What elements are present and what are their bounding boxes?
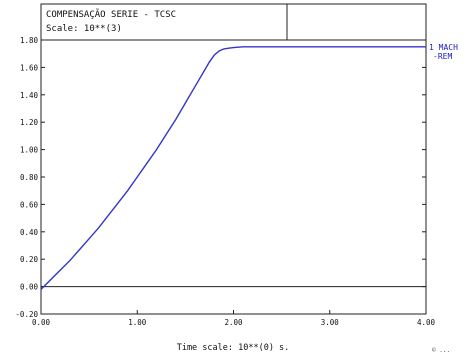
y-tick-label: 1.40: [20, 91, 39, 100]
y-tick-label: 0.80: [20, 173, 39, 182]
y-tick-label: 1.00: [20, 146, 39, 155]
series-line: [40, 46, 426, 290]
x-axis-label: Time scale: 10**(0) s.: [177, 343, 290, 353]
y-tick-label: -0.20: [15, 310, 38, 319]
x-tick-label: 4.00: [417, 318, 436, 327]
series-group: [40, 46, 426, 290]
legend-line-2: -REM: [433, 52, 452, 61]
chart-title: COMPENSAÇÃO SERIE - TCSC: [46, 9, 176, 20]
footer-mark: © ...: [432, 347, 450, 354]
y-tick-label: 1.20: [20, 118, 39, 127]
y-tick-label: 1.80: [20, 36, 39, 45]
x-tick-label: 1.00: [128, 318, 147, 327]
x-tick-label: 0.00: [32, 318, 51, 327]
y-tick-label: 0.60: [20, 200, 39, 209]
plot-frame: [40, 39, 427, 315]
legend-line-1: 1 MACH: [429, 43, 458, 52]
y-tick-label: 0.00: [20, 283, 39, 292]
y-tick-label: 1.60: [20, 63, 39, 72]
chart-subtitle: Scale: 10**(3): [46, 24, 122, 34]
x-tick-label: 3.00: [321, 318, 340, 327]
y-tick-label: 0.20: [20, 255, 39, 264]
y-tick-label: 0.40: [20, 228, 39, 237]
x-tick-label: 2.00: [224, 318, 243, 327]
axis-ticks: -0.200.000.200.400.600.801.001.201.401.6…: [15, 36, 435, 327]
